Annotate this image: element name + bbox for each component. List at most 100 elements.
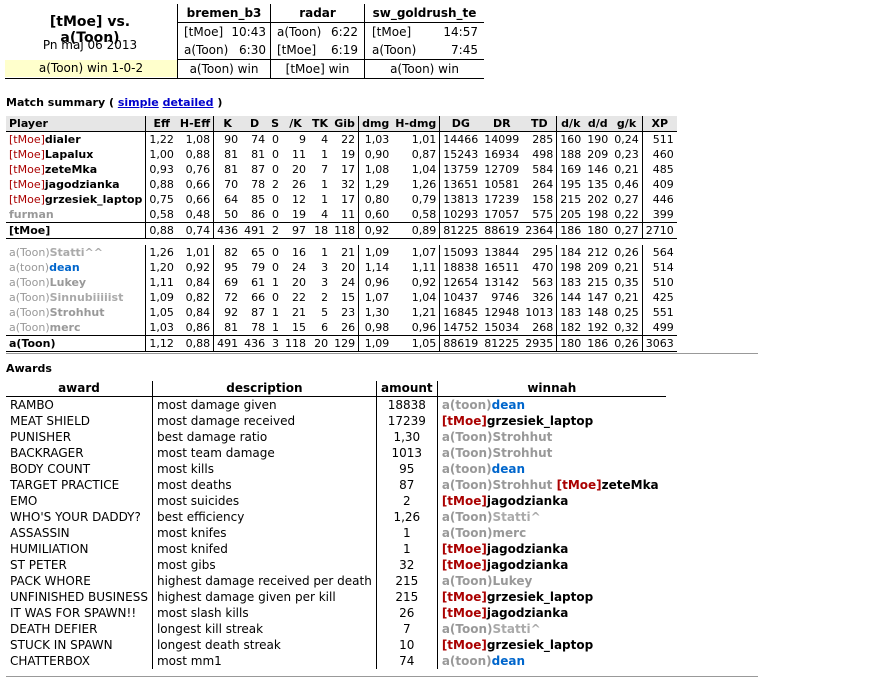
stat-cell: 15243 [439,147,482,162]
award-winner: [tMoe]grzesiek_laptop [436,413,666,429]
player-name: Statti^ [492,622,541,636]
stat-cell: 0,21 [614,291,639,304]
award-description: highest damage received per death [151,573,377,589]
stat-cell: 209 [587,148,609,161]
player-name: jagodzianka [44,178,120,191]
awards-heading: Awards [6,362,52,375]
stat-cell: 10437 [439,290,482,305]
player-cell: a(Toon)Strohhut [6,305,146,320]
award-row: HUMILIATION most knifed 1 [tMoe]jagodzianka [6,541,666,557]
player-tag: a(Toon) [441,430,493,444]
player-name: Sinnubiiiiist [49,291,124,304]
stat-cell: 15034 [484,321,520,334]
stat-cell: 20 [292,276,307,289]
stat-cell: 326 [532,291,554,304]
award-name: DEATH DEFIER [10,622,98,636]
player-tag: [tMoe] [441,494,487,508]
stat-cell: 26 [292,178,307,191]
stat-cell: 0,24 [614,133,639,146]
stat-cell: 1,08 [185,133,211,146]
stat-cell: 13651 [439,177,482,192]
player-row: a(Toon)Sinnubiiiiist 1,09 0,82 72 66 0 22 2 15 1,… [6,290,677,305]
stat-cell: 2 [268,222,283,239]
stat-cell: 0 [272,163,280,176]
player-tag: a(Toon) [441,526,493,540]
stat-cell: 18 [309,222,332,239]
stat-cell: 0 [272,246,280,259]
stat-cell: 186 [556,222,585,239]
player-name: Strohhut [492,446,553,460]
stat-cell: 169 [556,162,585,177]
stat-cell: 61 [251,276,266,289]
player-tag: a(Toon) [441,510,493,524]
stat-cell: 1 [321,148,329,161]
player-cell: furman [6,207,146,223]
player-cell: a(Toon)Lukey [6,275,146,290]
team-total-row: a(Toon) 1,12 0,88 491 436 3 118 20 129 1,09 1,05 88… [6,335,677,352]
stat-cell: 0,32 [614,321,639,334]
stat-cell: 1,09 [358,245,393,260]
player-tag: a(Toon) [9,306,50,319]
award-name: WHO'S YOUR DADDY? [10,510,141,524]
player-tag: a(Toon) [9,321,50,334]
player-cell: [tMoe]Lapalux [6,147,146,162]
column-header: /K [282,116,310,132]
player-tag: a(Toon) [9,276,50,289]
player-tag: [tMoe] [9,148,45,161]
stat-cell: 0,93 [145,162,177,177]
stat-cell: 1,09 [358,335,393,352]
player-tag: a(Toon) [441,622,493,636]
stat-cell: 15093 [439,245,482,260]
stat-cell: 0,66 [185,178,211,191]
award-amount: 10 [375,637,438,653]
stat-cell: 0,88 [176,335,214,352]
stat-cell: 0,84 [185,276,211,289]
column-header: description [151,381,377,397]
map-time: 6:22 [331,25,358,39]
stat-cell: 180 [556,335,585,352]
team-name: a(Toon) [9,337,56,350]
player-tag: a(Toon) [9,291,50,304]
map-name: sw_goldrush_te [372,6,477,20]
detailed-link[interactable]: detailed [162,96,214,109]
stat-cell: 66 [251,291,266,304]
stat-cell: 0,92 [411,276,437,289]
stat-cell: 9 [299,133,307,146]
stat-cell: 146 [587,163,609,176]
award-winner: [tMoe]grzesiek_laptop [436,637,666,653]
award-row: IT WAS FOR SPAWN!! most slash kills 26 [tMo… [6,605,666,621]
stat-cell: 81225 [481,335,523,352]
column-header: Eff [145,116,177,132]
award-row: PACK WHORE highest damage received per de… [6,573,666,589]
stat-cell: 0,89 [392,222,440,239]
stat-cell: 0,87 [411,148,437,161]
stat-cell: 0,60 [358,207,393,223]
stat-cell: 24 [292,261,307,274]
award-description: most suicides [151,493,377,509]
map-time: 10:43 [231,25,266,39]
stat-cell: 16845 [439,305,482,320]
stat-cell: 17057 [484,208,520,221]
stat-cell: 20 [292,163,307,176]
column-header: XP [641,116,677,132]
stat-cell: 1,30 [358,305,393,320]
stat-cell: 0,79 [411,193,437,206]
player-name: Statti^ [492,510,541,524]
awards-table: award description amount winnah RAMBO most d… [6,381,666,669]
stat-cell: 1,03 [358,131,393,147]
stat-cell: 3063 [641,335,677,352]
player-name: Strohhut [492,478,553,492]
award-row: EMO most suicides 2 [tMoe]jagodzianka [6,493,666,509]
stat-cell: 82 [213,245,242,260]
stat-cell: 22 [292,291,307,304]
stat-cell: 470 [532,261,554,274]
stat-cell: 87 [251,163,266,176]
award-name: MEAT SHIELD [10,414,91,428]
award-name: UNFINISHED BUSINESS [10,590,148,604]
award-winner: a(Toon)Strohhut [tMoe]zeteMka [436,477,666,493]
stat-cell: 32 [341,178,356,191]
award-name: PACK WHORE [10,574,91,588]
stat-cell: 1,07 [358,290,393,305]
simple-link[interactable]: simple [117,96,159,109]
award-winner: a(Toon)merc [436,525,666,541]
